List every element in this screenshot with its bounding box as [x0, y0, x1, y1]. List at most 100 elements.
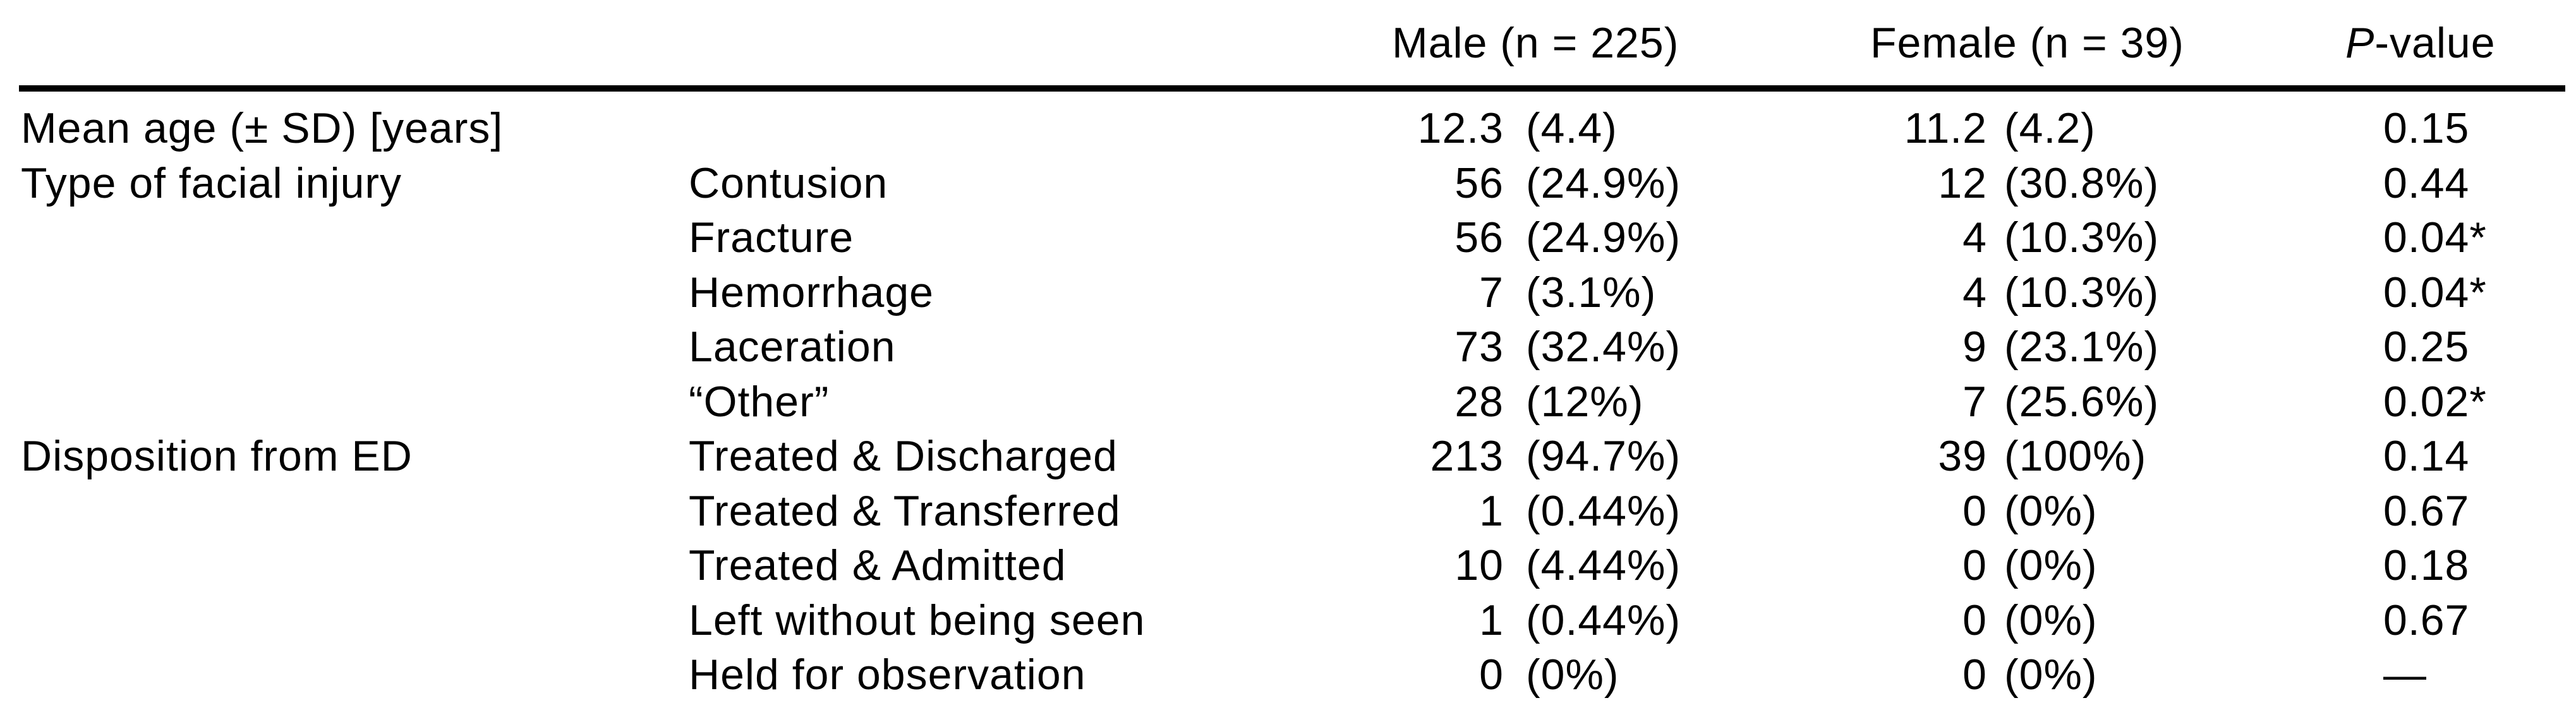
female-count: 4	[1962, 268, 1987, 316]
male-percent: (0%)	[1526, 651, 1619, 699]
female-percent: (4.2)	[2004, 104, 2096, 152]
male-count: 213	[1430, 432, 1504, 480]
male-percent: (24.9%)	[1526, 214, 1681, 262]
cell-category	[0, 484, 689, 539]
female-percent: (30.8%)	[2004, 159, 2160, 207]
cell-category	[0, 375, 689, 430]
cell-female-value: 4 (10.3%)	[1693, 210, 2186, 265]
table-row: Treated & Admitted 10 (4.44%) 0 (0%) 0.18	[0, 538, 2576, 593]
male-count: 28	[1454, 377, 1504, 426]
table-row: Type of facial injury Contusion 56 (24.9%…	[0, 156, 2576, 211]
table-row: Left without being seen 1 (0.44%) 0 (0%) 0…	[0, 593, 2576, 648]
table-row: Laceration 73 (32.4%) 9 (23.1%) 0.25	[0, 320, 2576, 375]
pvalue-rest: -value	[2374, 19, 2496, 67]
cell-category: Mean age (± SD) [years]	[21, 104, 504, 152]
cell-pvalue: 0.25	[2383, 323, 2470, 371]
cell-pvalue: 0.04*	[2383, 214, 2487, 262]
male-count: 0	[1479, 651, 1504, 699]
female-percent: (0%)	[2004, 486, 2098, 535]
female-count: 12	[1938, 159, 1987, 207]
female-percent: (10.3%)	[2004, 214, 2160, 262]
female-count: 11.2	[1904, 104, 1987, 152]
cell-subcategory: Left without being seen	[689, 596, 1146, 644]
table-row: Mean age (± SD) [years] 12.3 (4.4) 11.2 (4…	[0, 101, 2576, 156]
cell-pvalue: 0.14	[2383, 432, 2470, 480]
cell-male-value: 56 (24.9%)	[1355, 156, 1693, 211]
female-count: 9	[1962, 323, 1987, 371]
female-percent: (0%)	[2004, 596, 2098, 644]
male-percent: (0.44%)	[1526, 486, 1681, 535]
cell-category	[0, 647, 689, 702]
female-count: 4	[1962, 214, 1987, 262]
female-count: 39	[1938, 432, 1987, 480]
column-header-male: Male (n = 225)	[1392, 19, 1679, 67]
table-row: Fracture 56 (24.9%) 4 (10.3%) 0.04*	[0, 210, 2576, 265]
female-percent: (23.1%)	[2004, 323, 2160, 371]
cell-subcategory: Held for observation	[689, 651, 1086, 699]
male-count: 1	[1479, 596, 1504, 644]
cell-male-value: 0 (0%)	[1355, 647, 1693, 702]
male-percent: (12%)	[1526, 377, 1644, 426]
cell-subcategory: Fracture	[689, 214, 854, 262]
cell-female-value: 9 (23.1%)	[1693, 320, 2186, 375]
cell-subcategory: Treated & Admitted	[689, 541, 1067, 589]
table-row: Treated & Transferred 1 (0.44%) 0 (0%) 0.6…	[0, 484, 2576, 539]
female-count: 0	[1962, 541, 1987, 589]
pvalue-italic-p: P	[2345, 19, 2375, 67]
table-row: Disposition from ED Treated & Discharged…	[0, 429, 2576, 484]
cell-subcategory: Hemorrhage	[689, 268, 934, 316]
cell-male-value: 12.3 (4.4)	[1355, 101, 1693, 156]
male-percent: (24.9%)	[1526, 159, 1681, 207]
cell-pvalue: 0.67	[2383, 486, 2470, 535]
cell-subcategory	[689, 101, 1355, 156]
cell-male-value: 73 (32.4%)	[1355, 320, 1693, 375]
female-count: 7	[1962, 377, 1987, 426]
female-count: 0	[1962, 486, 1987, 535]
cell-category	[0, 320, 689, 375]
male-percent: (4.4)	[1526, 104, 1618, 152]
male-count: 12.3	[1417, 104, 1504, 152]
cell-female-value: 39 (100%)	[1693, 429, 2186, 484]
cell-category	[0, 593, 689, 648]
cell-pvalue: 0.04*	[2383, 268, 2487, 316]
male-percent: (4.44%)	[1526, 541, 1681, 589]
table-row: Held for observation 0 (0%) 0 (0%) —	[0, 647, 2576, 702]
cell-male-value: 28 (12%)	[1355, 375, 1693, 430]
female-count: 0	[1962, 596, 1987, 644]
cell-category: Disposition from ED	[21, 432, 413, 480]
header-rule	[19, 85, 2565, 92]
cell-pvalue: —	[2383, 651, 2427, 699]
cell-category: Type of facial injury	[21, 159, 402, 207]
male-count: 1	[1479, 486, 1504, 535]
female-percent: (10.3%)	[2004, 268, 2160, 316]
cell-pvalue: 0.02*	[2383, 377, 2487, 426]
male-percent: (0.44%)	[1526, 596, 1681, 644]
cell-female-value: 11.2 (4.2)	[1693, 101, 2186, 156]
cell-subcategory: “Other”	[689, 377, 830, 426]
female-percent: (25.6%)	[2004, 377, 2160, 426]
column-header-female: Female (n = 39)	[1870, 19, 2184, 67]
cell-female-value: 0 (0%)	[1693, 647, 2186, 702]
male-count: 56	[1454, 214, 1504, 262]
cell-female-value: 0 (0%)	[1693, 538, 2186, 593]
cell-male-value: 1 (0.44%)	[1355, 484, 1693, 539]
cell-subcategory: Treated & Transferred	[689, 486, 1121, 535]
male-percent: (3.1%)	[1526, 268, 1657, 316]
cell-pvalue: 0.67	[2383, 596, 2470, 644]
male-count: 10	[1454, 541, 1504, 589]
cell-female-value: 12 (30.8%)	[1693, 156, 2186, 211]
female-percent: (100%)	[2004, 432, 2147, 480]
female-percent: (0%)	[2004, 541, 2098, 589]
male-count: 7	[1479, 268, 1504, 316]
table-row: Hemorrhage 7 (3.1%) 4 (10.3%) 0.04*	[0, 265, 2576, 320]
male-count: 73	[1454, 323, 1504, 371]
female-percent: (0%)	[2004, 651, 2098, 699]
cell-male-value: 7 (3.1%)	[1355, 265, 1693, 320]
cell-subcategory: Treated & Discharged	[689, 432, 1118, 480]
male-count: 56	[1454, 159, 1504, 207]
column-header-pvalue: P-value	[2345, 0, 2496, 86]
cell-male-value: 56 (24.9%)	[1355, 210, 1693, 265]
cell-female-value: 0 (0%)	[1693, 593, 2186, 648]
cell-category	[0, 265, 689, 320]
